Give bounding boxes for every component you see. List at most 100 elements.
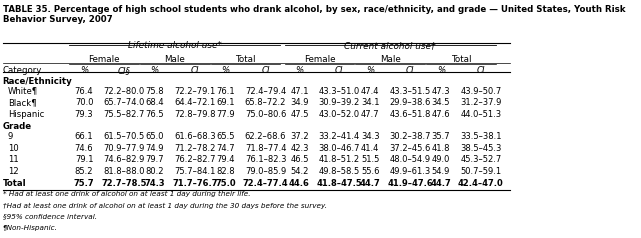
Text: 29.9–38.6: 29.9–38.6 — [390, 98, 431, 107]
Text: 31.2–37.9: 31.2–37.9 — [460, 98, 501, 107]
Text: 65.7–74.0: 65.7–74.0 — [103, 98, 145, 107]
Text: 10: 10 — [8, 144, 19, 153]
Text: 37.2: 37.2 — [290, 132, 309, 141]
Text: 72.2–79.1: 72.2–79.1 — [174, 86, 215, 95]
Text: 65.5: 65.5 — [216, 132, 235, 141]
Text: Male: Male — [165, 55, 185, 64]
Text: 65.8–72.2: 65.8–72.2 — [245, 98, 287, 107]
Text: 11: 11 — [8, 155, 19, 164]
Text: 34.9: 34.9 — [290, 98, 309, 107]
Text: Lifetime alcohol use*: Lifetime alcohol use* — [128, 41, 222, 50]
Text: %: % — [296, 66, 304, 75]
Text: 46.5: 46.5 — [290, 155, 309, 164]
Text: %: % — [151, 66, 159, 75]
Text: 44.7: 44.7 — [360, 179, 381, 188]
Text: 74.9: 74.9 — [146, 144, 164, 153]
Text: 71.2–78.2: 71.2–78.2 — [174, 144, 215, 153]
Text: Black¶: Black¶ — [8, 98, 37, 107]
Text: 75.8: 75.8 — [146, 86, 164, 95]
Text: 42.4–47.0: 42.4–47.0 — [458, 179, 504, 188]
Text: * Had at least one drink of alcohol on at least 1 day during their life.: * Had at least one drink of alcohol on a… — [3, 191, 250, 198]
Text: 79.7: 79.7 — [146, 155, 164, 164]
Text: 41.4: 41.4 — [361, 144, 379, 153]
Text: 76.4: 76.4 — [75, 86, 94, 95]
Text: 30.9–39.2: 30.9–39.2 — [319, 98, 360, 107]
Text: 43.9–50.7: 43.9–50.7 — [460, 86, 501, 95]
Text: 75.7–84.1: 75.7–84.1 — [174, 167, 215, 176]
Text: 61.6–68.3: 61.6–68.3 — [174, 132, 215, 141]
Text: 75.0–80.6: 75.0–80.6 — [245, 110, 287, 119]
Text: 9: 9 — [8, 132, 13, 141]
Text: 33.5–38.1: 33.5–38.1 — [460, 132, 502, 141]
Text: †Had at least one drink of alcohol on at least 1 day during the 30 days before t: †Had at least one drink of alcohol on at… — [3, 203, 326, 209]
Text: Male: Male — [379, 55, 401, 64]
Text: 30.2–38.7: 30.2–38.7 — [389, 132, 431, 141]
Text: 76.2–82.7: 76.2–82.7 — [174, 155, 215, 164]
Text: 75.7: 75.7 — [74, 179, 94, 188]
Text: 43.3–51.0: 43.3–51.0 — [319, 86, 360, 95]
Text: 65.0: 65.0 — [146, 132, 164, 141]
Text: 74.3: 74.3 — [144, 179, 165, 188]
Text: 71.8–77.4: 71.8–77.4 — [245, 144, 287, 153]
Text: %: % — [80, 66, 88, 75]
Text: 74.7: 74.7 — [216, 144, 235, 153]
Text: §95% confidence interval.: §95% confidence interval. — [3, 214, 97, 220]
Text: 37.2–45.6: 37.2–45.6 — [390, 144, 431, 153]
Text: 80.2: 80.2 — [146, 167, 164, 176]
Text: 48.0–54.9: 48.0–54.9 — [390, 155, 431, 164]
Text: Total: Total — [451, 55, 471, 64]
Text: 51.5: 51.5 — [361, 155, 379, 164]
Text: 69.1: 69.1 — [216, 98, 235, 107]
Text: 72.2–80.0: 72.2–80.0 — [103, 86, 145, 95]
Text: 72.8–79.8: 72.8–79.8 — [174, 110, 215, 119]
Text: 79.3: 79.3 — [75, 110, 94, 119]
Text: 61.5–70.5: 61.5–70.5 — [103, 132, 145, 141]
Text: 47.7: 47.7 — [361, 110, 379, 119]
Text: TABLE 35. Percentage of high school students who drank alcohol, by sex, race/eth: TABLE 35. Percentage of high school stud… — [3, 5, 625, 24]
Text: 38.0–46.7: 38.0–46.7 — [319, 144, 360, 153]
Text: 43.6–51.8: 43.6–51.8 — [390, 110, 431, 119]
Text: Total: Total — [235, 55, 256, 64]
Text: 41.8: 41.8 — [431, 144, 450, 153]
Text: CI: CI — [190, 66, 199, 75]
Text: 49.8–58.5: 49.8–58.5 — [319, 167, 360, 176]
Text: 79.1: 79.1 — [75, 155, 94, 164]
Text: 54.9: 54.9 — [431, 167, 450, 176]
Text: CI§: CI§ — [118, 66, 131, 75]
Text: White¶: White¶ — [8, 86, 38, 95]
Text: 12: 12 — [8, 167, 19, 176]
Text: 66.1: 66.1 — [75, 132, 94, 141]
Text: 70.9–77.9: 70.9–77.9 — [103, 144, 145, 153]
Text: 71.7–76.7: 71.7–76.7 — [172, 179, 217, 188]
Text: 64.4–72.1: 64.4–72.1 — [174, 98, 215, 107]
Text: 79.4: 79.4 — [216, 155, 235, 164]
Text: 43.0–52.0: 43.0–52.0 — [319, 110, 360, 119]
Text: Current alcohol use†: Current alcohol use† — [344, 41, 436, 50]
Text: Female: Female — [88, 55, 120, 64]
Text: 33.2–41.4: 33.2–41.4 — [319, 132, 360, 141]
Text: %: % — [437, 66, 445, 75]
Text: Category: Category — [3, 66, 42, 75]
Text: 72.4–77.4: 72.4–77.4 — [243, 179, 288, 188]
Text: 70.0: 70.0 — [75, 98, 94, 107]
Text: 82.8: 82.8 — [216, 167, 235, 176]
Text: Total: Total — [3, 179, 26, 188]
Text: Race/Ethnicity: Race/Ethnicity — [3, 77, 72, 86]
Text: %: % — [366, 66, 374, 75]
Text: 41.8–47.5: 41.8–47.5 — [317, 179, 362, 188]
Text: 45.3–52.7: 45.3–52.7 — [460, 155, 501, 164]
Text: 77.9: 77.9 — [216, 110, 235, 119]
Text: CI: CI — [335, 66, 344, 75]
Text: 49.9–61.3: 49.9–61.3 — [390, 167, 431, 176]
Text: Female: Female — [304, 55, 335, 64]
Text: 35.7: 35.7 — [431, 132, 450, 141]
Text: 72.4–79.4: 72.4–79.4 — [245, 86, 286, 95]
Text: 47.3: 47.3 — [431, 86, 450, 95]
Text: 41.9–47.6: 41.9–47.6 — [387, 179, 433, 188]
Text: 76.1–82.3: 76.1–82.3 — [245, 155, 287, 164]
Text: 44.7: 44.7 — [431, 179, 451, 188]
Text: 75.0: 75.0 — [215, 179, 236, 188]
Text: 68.4: 68.4 — [146, 98, 164, 107]
Text: 54.2: 54.2 — [290, 167, 308, 176]
Text: 74.6–82.9: 74.6–82.9 — [103, 155, 145, 164]
